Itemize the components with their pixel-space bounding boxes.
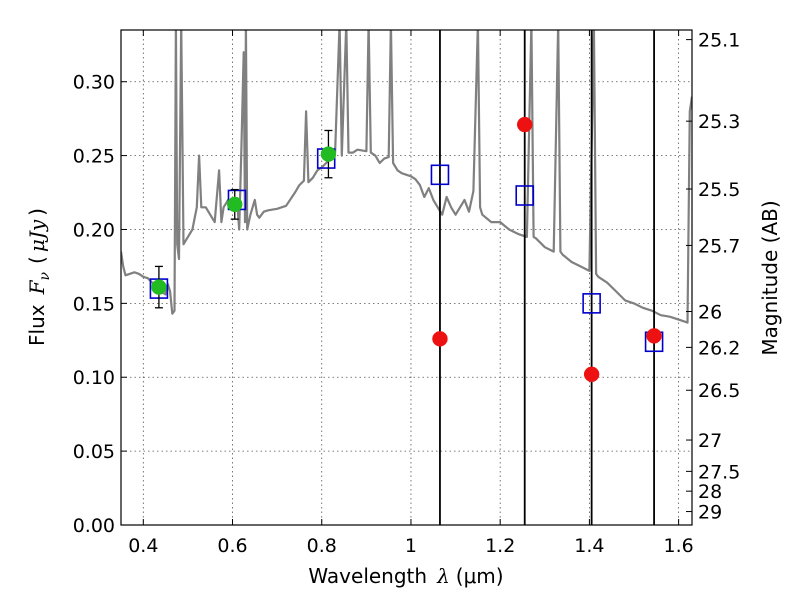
y-tick-label: 0.25 [73, 146, 115, 168]
y2-tick-label: 25.5 [698, 179, 740, 201]
y-tick-label: 0.30 [73, 72, 115, 94]
y2-axis-title: Magnitude (AB) [758, 200, 782, 355]
circle-marker [516, 116, 533, 133]
x-tick-label: 1 [405, 535, 417, 557]
x-tick-label: 1.2 [485, 535, 515, 557]
y2-tick-label: 29 [698, 502, 722, 524]
x-tick-label: 0.6 [217, 535, 247, 557]
circle-marker [227, 196, 243, 213]
y2-tick-label: 25.1 [698, 30, 740, 52]
y2-tick-label: 26.5 [698, 380, 740, 402]
grid [121, 30, 692, 526]
y2-tick-label: 27 [698, 430, 722, 452]
x-tick-label: 1.4 [574, 535, 604, 557]
square-marker [515, 185, 535, 206]
y-tick-label: 0.10 [73, 367, 115, 389]
y2-tick-label: 26 [698, 301, 722, 323]
vertical-lines [439, 30, 655, 525]
circle-marker [151, 279, 167, 295]
data-points [149, 116, 664, 383]
circle-marker [320, 146, 337, 162]
y2-tick-label: 25.3 [698, 111, 740, 133]
x-axis-ticks: 0.4 0.6 0.8 1 1.2 1.4 1.6 [128, 30, 694, 557]
x-tick-label: 0.4 [128, 535, 158, 557]
square-marker [582, 293, 601, 314]
y-axis-ticks: 0.00 0.05 0.10 0.15 0.20 0.25 0.30 [73, 72, 127, 537]
x-tick-label: 1.6 [664, 535, 694, 557]
y-tick-label: 0.00 [73, 515, 115, 537]
y-tick-label: 0.05 [73, 441, 115, 463]
y-tick-label: 0.20 [73, 219, 115, 241]
y-axis-title: FluxFν(μJy) [25, 208, 53, 346]
y2-tick-label: 27.5 [698, 461, 740, 483]
x-axis-title: Wavelength λ (μm) [308, 564, 503, 588]
y2-tick-label: 28 [698, 481, 722, 503]
x-tick-label: 0.8 [307, 535, 337, 557]
circle-marker [646, 328, 662, 344]
circle-marker [583, 366, 600, 383]
square-marker [430, 164, 450, 186]
spectrum-series [121, 30, 692, 324]
plot-frame [120, 29, 693, 526]
y2-tick-label: 26.2 [698, 337, 740, 359]
spectrum-line [121, 30, 692, 324]
y2-tick-label: 25.7 [698, 235, 740, 257]
circle-marker [432, 331, 448, 347]
y-tick-label: 0.15 [73, 293, 115, 315]
